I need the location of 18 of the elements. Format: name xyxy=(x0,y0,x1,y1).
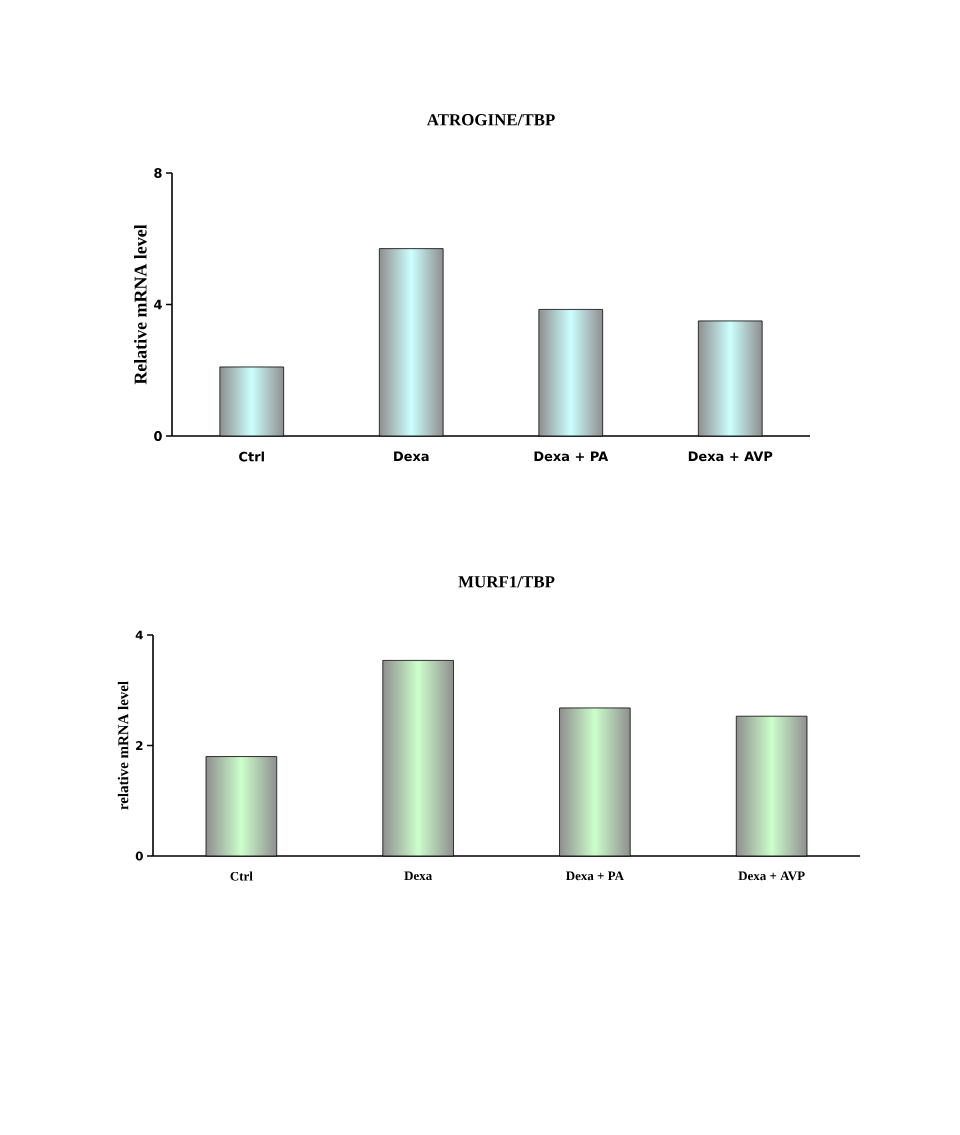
x-tick-label: Ctrl xyxy=(239,451,264,462)
y-tick-label: 4 xyxy=(135,630,143,640)
x-tick-label: Dexa + PA xyxy=(534,451,609,462)
x-tick-label: Dexa + PA xyxy=(566,871,624,881)
y-tick-label: 0 xyxy=(135,851,143,861)
y-tick-label: 8 xyxy=(154,168,162,178)
x-tick-label: Ctrl xyxy=(230,871,253,881)
y-tick-label: 2 xyxy=(136,741,143,750)
y-axis-title: Relative mRNA level xyxy=(134,224,147,385)
x-tick-label: Dexa + AVP xyxy=(688,451,773,462)
y-tick-label: 4 xyxy=(154,299,162,310)
x-tick-label: Dexa + AVP xyxy=(738,871,805,881)
x-tick-label: Dexa xyxy=(404,871,432,881)
y-tick-label: 0 xyxy=(154,431,162,441)
y-axis-title: relative mRNA level xyxy=(117,681,129,810)
x-tick-label: Dexa xyxy=(394,451,429,462)
chart-title: MURF1/TBP xyxy=(458,576,555,588)
chart-title: ATROGINE/TBP xyxy=(426,114,555,126)
